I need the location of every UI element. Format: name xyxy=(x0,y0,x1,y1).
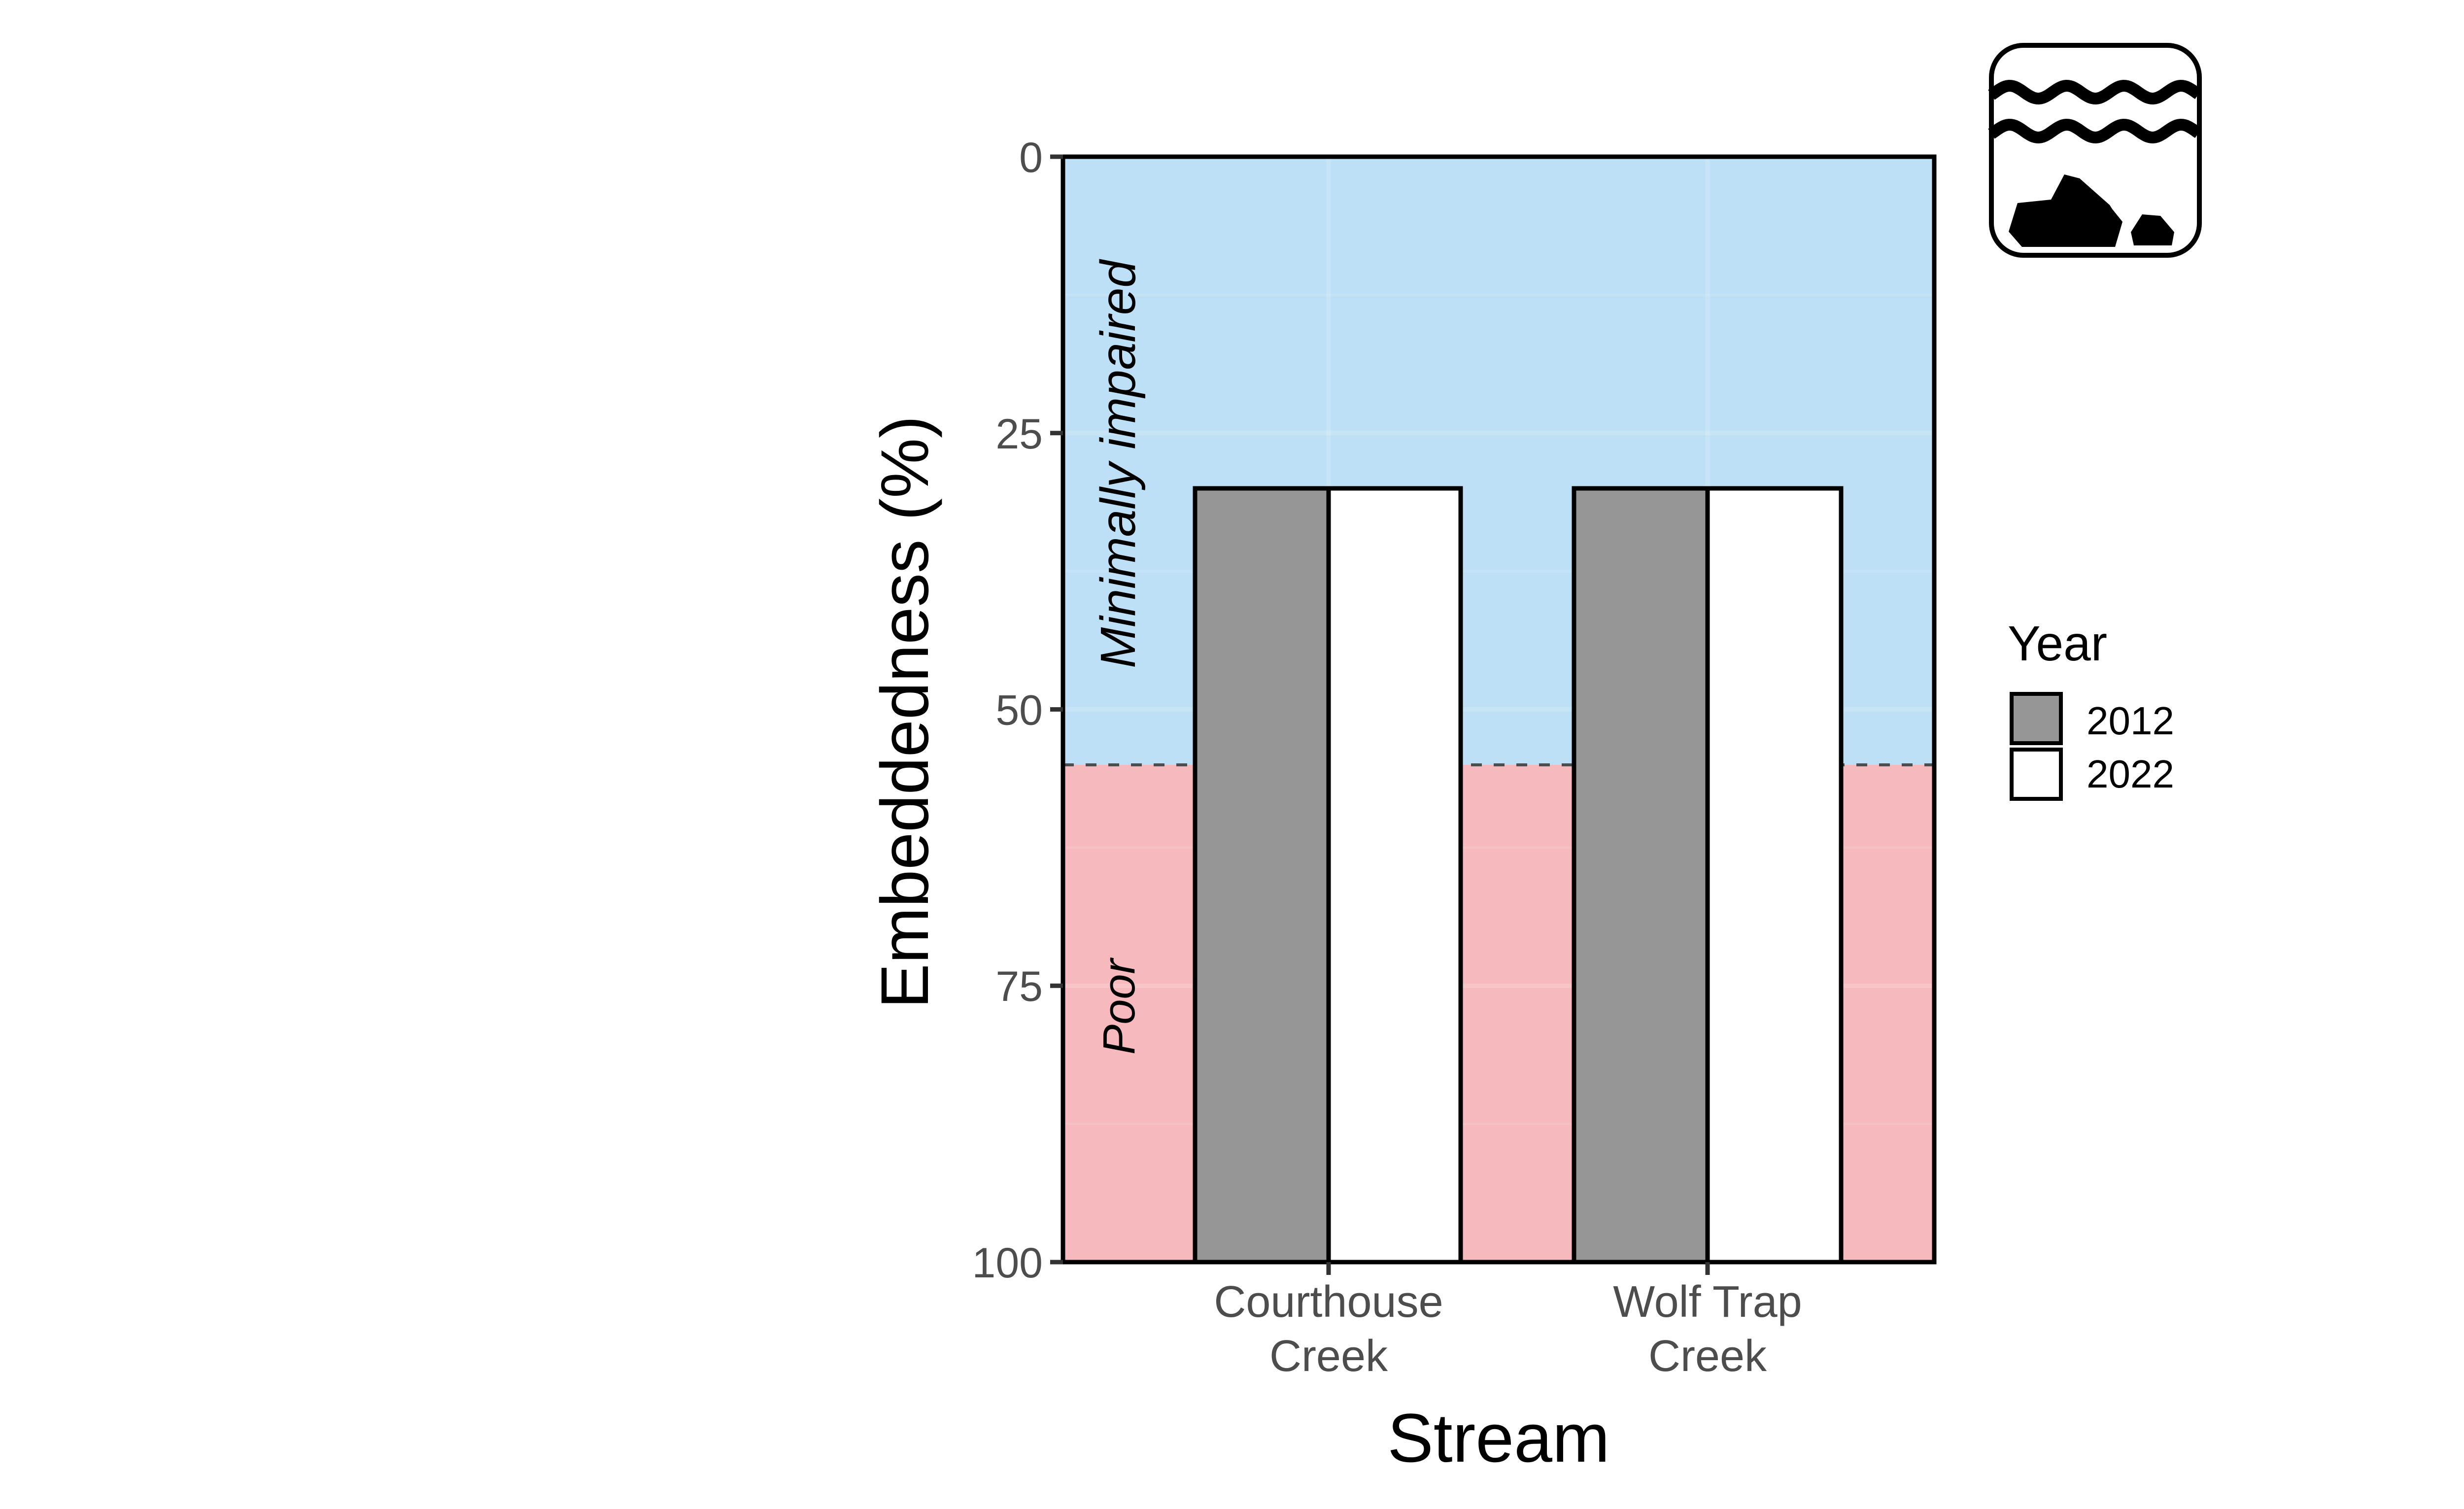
svg-text:Courthouse: Courthouse xyxy=(1214,1277,1443,1327)
svg-text:2012: 2012 xyxy=(2087,699,2174,743)
svg-text:75: 75 xyxy=(995,963,1043,1010)
svg-text:25: 25 xyxy=(995,411,1043,458)
svg-text:Year: Year xyxy=(2008,616,2107,671)
svg-text:Embeddedness (%): Embeddedness (%) xyxy=(867,415,943,1008)
svg-text:Stream: Stream xyxy=(1387,1399,1609,1476)
svg-text:50: 50 xyxy=(995,687,1043,734)
svg-text:Wolf Trap: Wolf Trap xyxy=(1613,1277,1802,1327)
svg-text:Creek: Creek xyxy=(1648,1332,1767,1381)
svg-text:Creek: Creek xyxy=(1269,1332,1388,1381)
svg-text:Minimally impaired: Minimally impaired xyxy=(1091,259,1146,668)
svg-text:0: 0 xyxy=(1019,134,1043,181)
svg-text:2022: 2022 xyxy=(2087,752,2174,796)
svg-text:100: 100 xyxy=(972,1239,1043,1287)
svg-text:Poor: Poor xyxy=(1094,957,1144,1055)
